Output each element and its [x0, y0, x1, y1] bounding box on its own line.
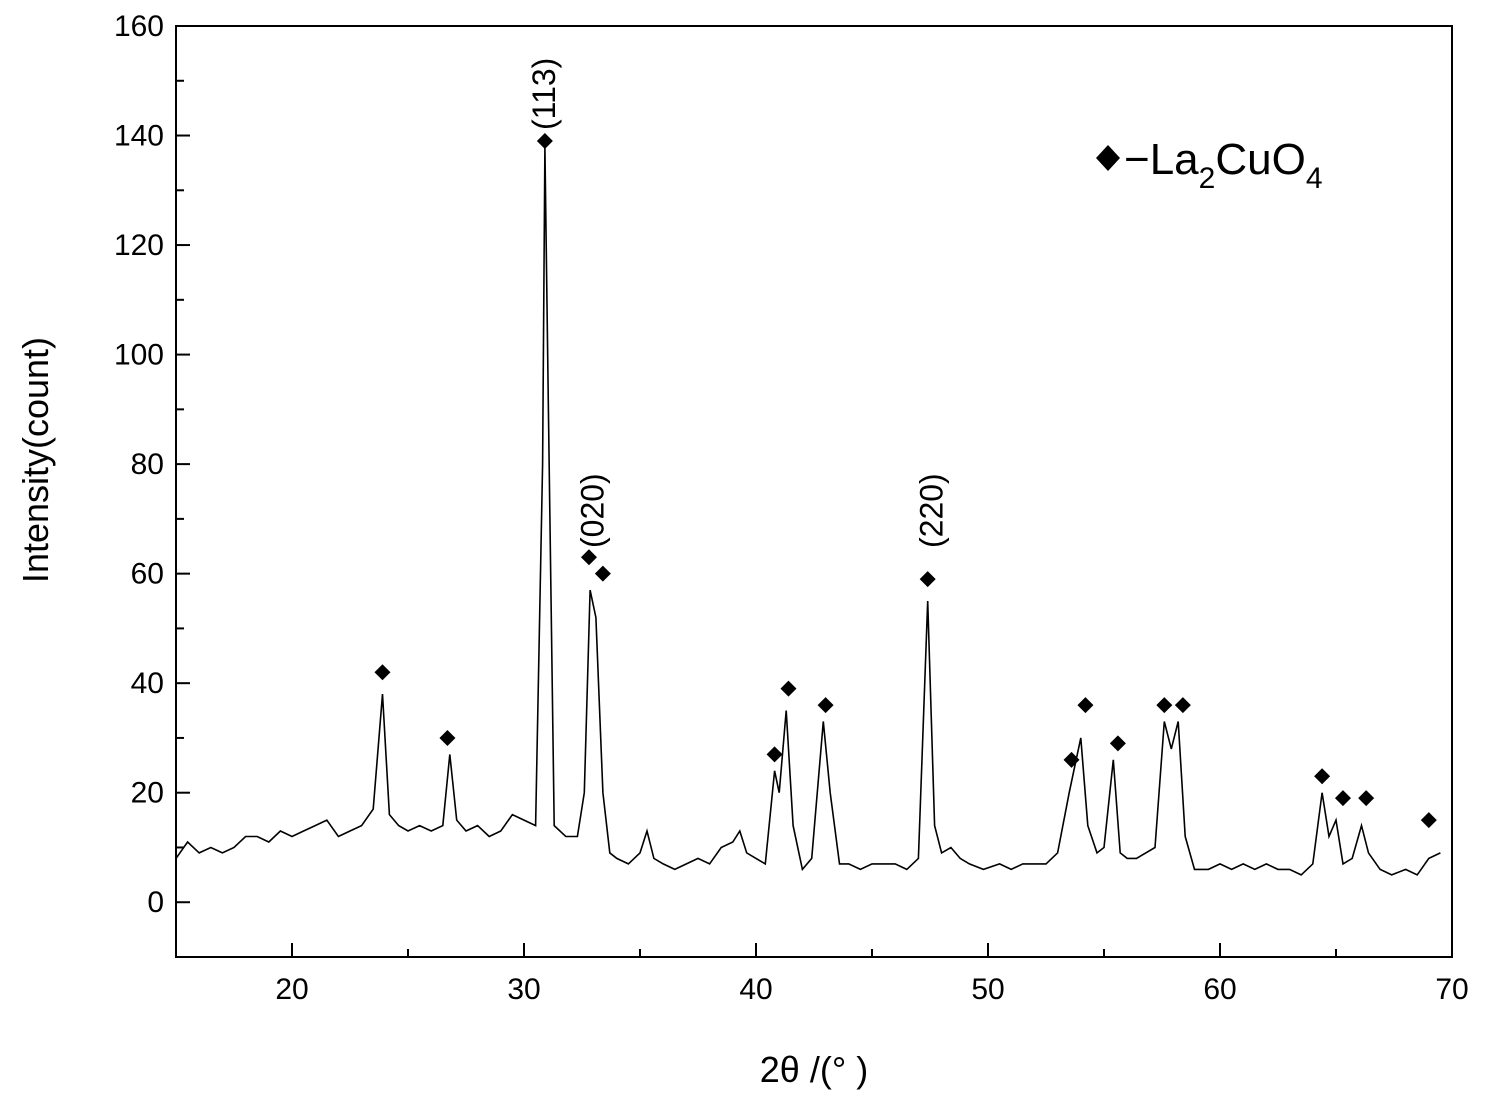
peak-marker	[1175, 697, 1191, 713]
x-tick-label: 70	[1435, 973, 1468, 1006]
hkl-label: (220)	[913, 473, 949, 548]
peak-marker	[767, 746, 783, 762]
peak-marker	[818, 697, 834, 713]
y-tick-label: 60	[131, 558, 164, 591]
hkl-label: (113)	[526, 58, 562, 130]
y-tick-label: 20	[131, 777, 164, 810]
peak-marker	[1335, 790, 1351, 806]
x-axis-title: 2θ /(° )	[760, 1049, 868, 1090]
y-tick-label: 100	[114, 339, 164, 372]
peak-marker	[1077, 697, 1093, 713]
peak-marker	[1421, 812, 1437, 828]
series-line	[176, 147, 1440, 875]
legend-sub-2: 4	[1306, 162, 1323, 195]
hkl-label: (020)	[575, 473, 611, 548]
peak-marker	[920, 571, 936, 587]
y-tick-label: 140	[114, 120, 164, 153]
peak-marker	[1156, 697, 1172, 713]
peak-marker	[1358, 790, 1374, 806]
legend-text-mid: CuO	[1215, 135, 1305, 184]
x-tick-label: 20	[275, 973, 308, 1006]
peak-marker	[581, 549, 597, 565]
y-tick-label: 0	[147, 886, 164, 919]
x-tick-label: 60	[1203, 973, 1236, 1006]
peak-marker	[374, 664, 390, 680]
legend-diamond-icon	[1096, 145, 1120, 171]
y-tick-label: 120	[114, 229, 164, 262]
x-tick-label: 40	[739, 973, 772, 1006]
y-tick-label: 80	[131, 448, 164, 481]
y-axis-title: Intensity(count)	[15, 337, 56, 583]
legend-label: −La2CuO4	[1124, 135, 1323, 195]
x-tick-label: 30	[507, 973, 540, 1006]
peak-labels: (113) (020) (220)	[526, 58, 949, 548]
peak-marker	[780, 681, 796, 697]
peak-marker	[1314, 768, 1330, 784]
peak-marker	[1110, 735, 1126, 751]
x-tick-label: 50	[971, 973, 1004, 1006]
peak-markers	[374, 133, 1436, 828]
legend-text-main: −La	[1124, 135, 1199, 184]
y-tick-label: 40	[131, 667, 164, 700]
y-tick-label: 160	[114, 10, 164, 43]
peak-marker	[537, 133, 553, 149]
legend: −La2CuO4	[1096, 135, 1323, 195]
peak-marker	[439, 730, 455, 746]
legend-sub-1: 2	[1199, 162, 1216, 195]
peak-marker	[595, 566, 611, 582]
